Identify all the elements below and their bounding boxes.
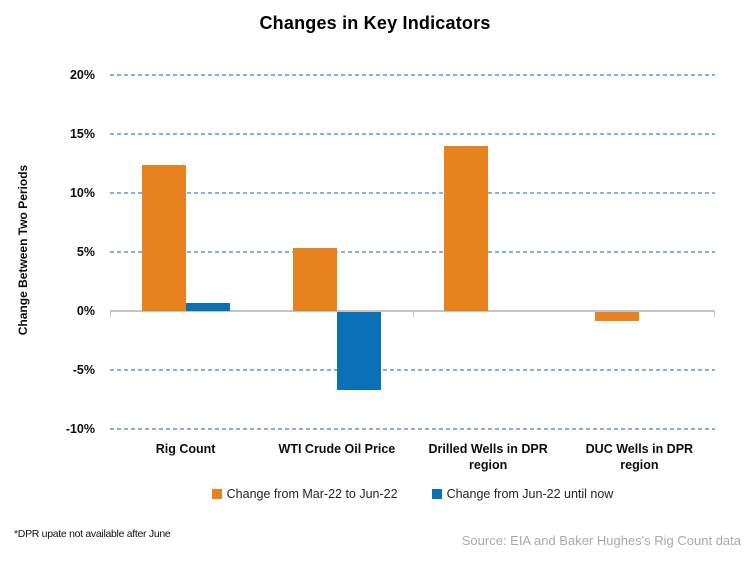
- gridline: [110, 428, 715, 430]
- source-credit: Source: EIA and Baker Hughes's Rig Count…: [461, 533, 741, 548]
- legend-swatch-blue-icon: [431, 489, 442, 499]
- x-axis-category-label: Drilled Wells in DPR region: [428, 442, 548, 473]
- y-axis-tick-label: 15%: [69, 127, 95, 141]
- y-axis-tick-label: -5%: [72, 363, 95, 377]
- x-axis-tick: [110, 311, 111, 317]
- legend-label: Change from Jun-22 until now: [446, 487, 614, 501]
- bar-mar-jun-3: [595, 312, 640, 322]
- legend-label: Change from Mar-22 to Jun-22: [226, 487, 398, 501]
- gridline: [110, 192, 715, 194]
- y-axis-tick-label: -10%: [65, 422, 95, 436]
- chart-title: Changes in Key Indicators: [259, 13, 491, 33]
- bar-mar-jun-1: [292, 248, 337, 311]
- legend: Change from Mar-22 to Jun-22 Change from…: [110, 487, 715, 501]
- plot-area: [110, 74, 715, 430]
- x-axis-labels: Rig Count WTI Crude Oil Price Drilled We…: [110, 441, 715, 474]
- x-axis-category-label: Rig Count: [155, 442, 216, 456]
- bar-jun-now-0: [185, 302, 230, 311]
- x-axis-category-label: DUC Wells in DPR region: [585, 442, 694, 473]
- y-axis-tick-label: 10%: [69, 186, 95, 200]
- x-axis-category-label: WTI Crude Oil Price: [278, 442, 396, 456]
- y-axis-tick-label: 5%: [76, 245, 95, 259]
- legend-item-mar-jun: Change from Mar-22 to Jun-22: [211, 487, 398, 501]
- legend-item-jun-now: Change from Jun-22 until now: [431, 487, 614, 501]
- gridline: [110, 133, 715, 135]
- bar-mar-jun-2: [444, 145, 489, 311]
- gridline: [110, 369, 715, 371]
- bar-jun-now-1: [336, 312, 381, 390]
- footnote: *DPR upate not available after June: [14, 528, 171, 540]
- y-axis-tick-label: 0%: [76, 304, 95, 318]
- legend-swatch-orange-icon: [211, 489, 222, 499]
- gridline: [110, 251, 715, 253]
- y-axis-tick-label: 20%: [69, 68, 95, 82]
- x-axis-tick: [412, 311, 414, 317]
- gridline: [110, 74, 715, 76]
- bar-mar-jun-0: [141, 164, 186, 311]
- x-axis-tick: [714, 311, 715, 317]
